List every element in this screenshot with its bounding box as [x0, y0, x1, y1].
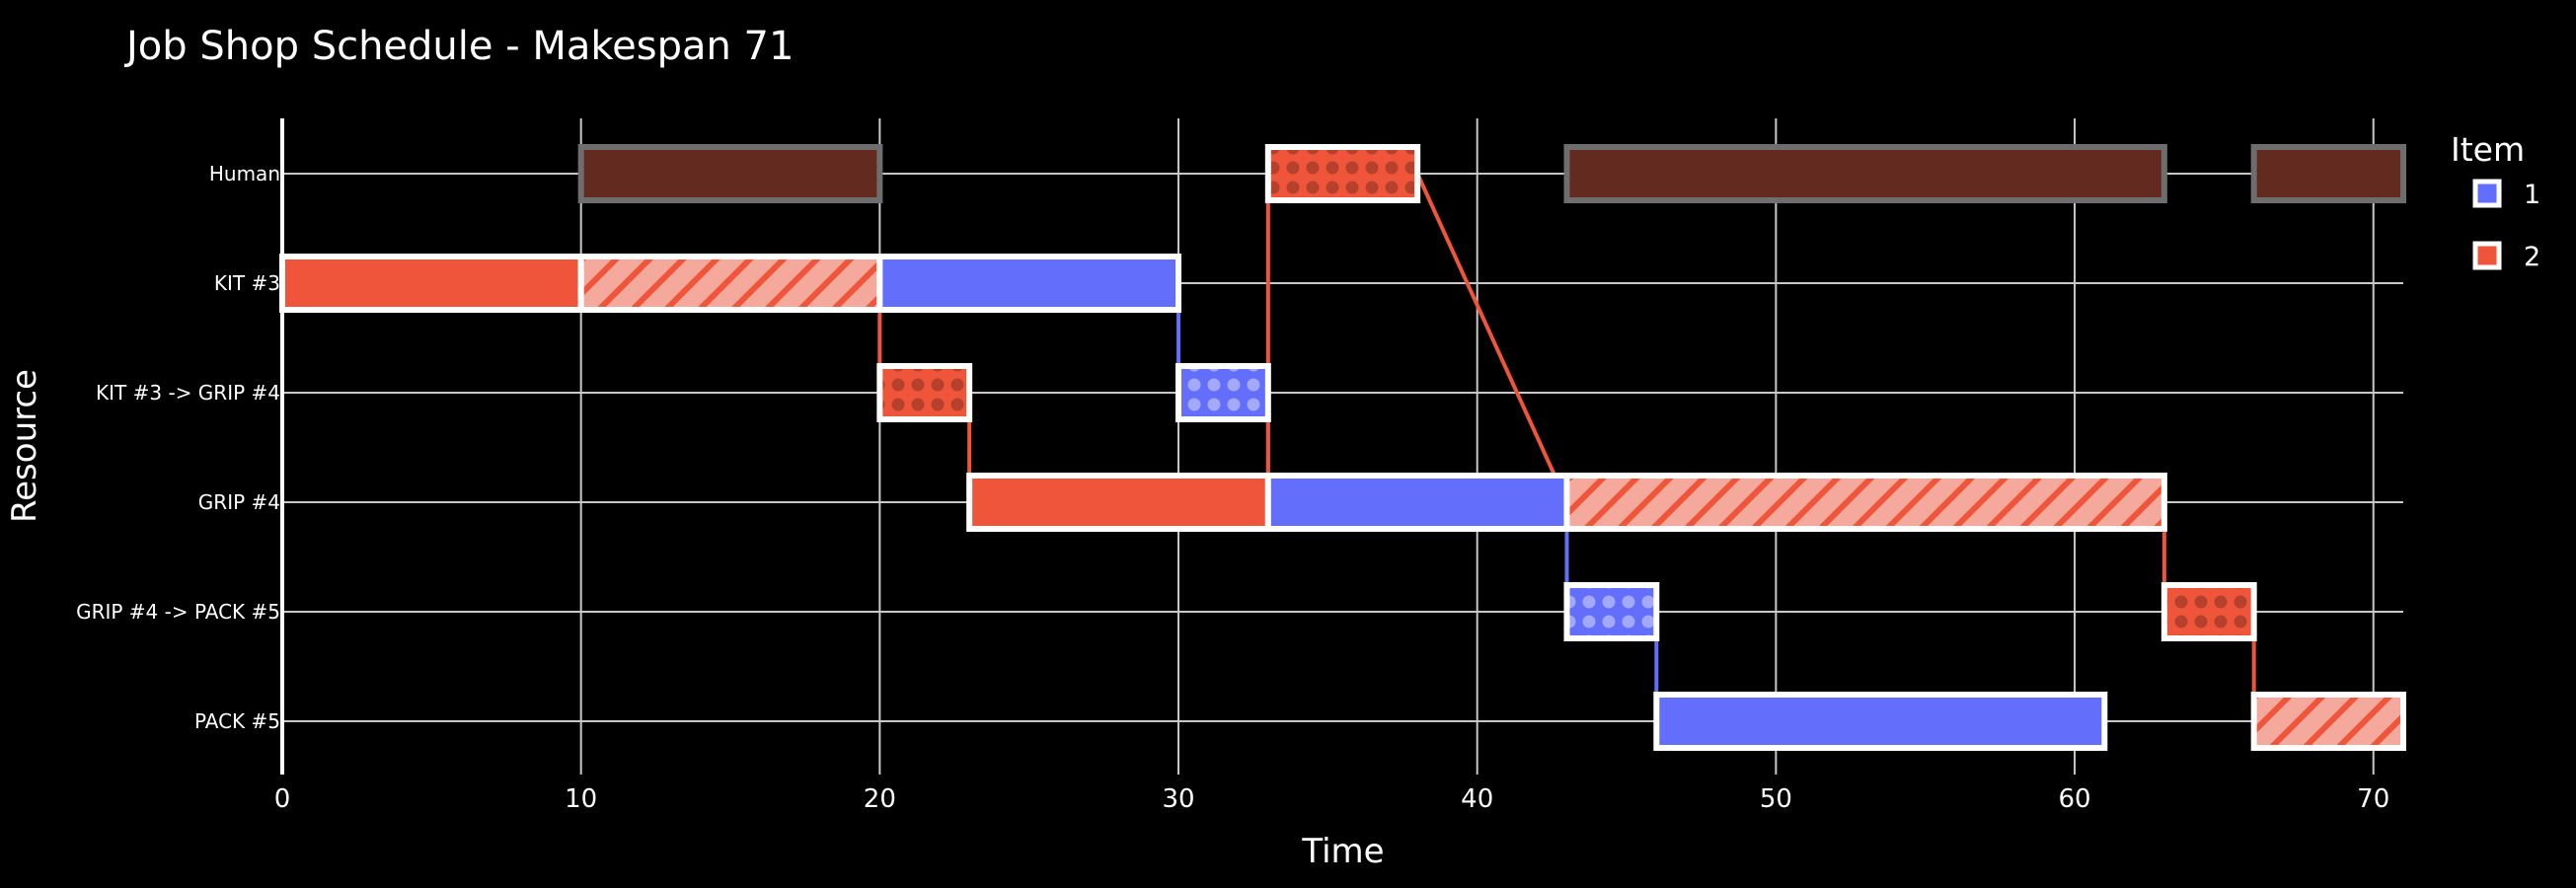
task-bar-item-1-process: [876, 254, 1182, 313]
x-tick-label: 70: [2357, 784, 2389, 814]
task-bar-item-1-transport: [1563, 582, 1660, 641]
x-tick-label: 0: [274, 784, 291, 814]
task-bar-item-2-human-wait: [2250, 144, 2406, 203]
resource-label: Human: [209, 162, 280, 185]
x-axis-title: Time: [1301, 832, 1384, 871]
resource-label: PACK #5: [194, 709, 280, 733]
chart-title: Job Shop Schedule - Makespan 71: [123, 24, 794, 69]
y-axis-title: Resource: [5, 369, 44, 523]
task-bar-item-2-wait: [2250, 692, 2406, 751]
task-bar-item-1-transport: [1175, 363, 1271, 422]
task-bar-item-2-transport: [1264, 144, 1421, 203]
resource-label: KIT #3: [214, 271, 280, 295]
resource-label: KIT #3 -> GRIP #4: [96, 381, 280, 405]
legend-swatch-item-1: [2472, 179, 2502, 208]
legend-swatch-item-2: [2472, 241, 2502, 270]
legend-label: 2: [2524, 242, 2540, 272]
x-tick-label: 20: [864, 784, 896, 814]
x-tick-label: 50: [1760, 784, 1792, 814]
x-tick-label: 60: [2059, 784, 2091, 814]
task-bar-item-1-process: [1264, 473, 1570, 532]
x-tick-label: 40: [1461, 784, 1493, 814]
task-bar-item-2-process: [279, 254, 584, 313]
flow-line-item-2: [1415, 173, 1569, 503]
resource-labels: Human KIT #3 KIT #3 -> GRIP #4 GRIP #4 GRIP …: [76, 162, 280, 733]
x-tick-label: 10: [565, 784, 597, 814]
task-bar-item-2-human-wait: [577, 144, 883, 203]
legend-label: 1: [2524, 180, 2540, 210]
x-tick-label: 30: [1162, 784, 1194, 814]
task-bar-item-2-process: [966, 473, 1271, 532]
task-bar-item-2-transport: [2160, 582, 2257, 641]
task-bar-item-1-process: [1653, 692, 2108, 751]
grid: [281, 118, 2403, 775]
x-tick-labels: 0 10 20 30 40 50 60 70: [274, 784, 2390, 814]
resource-label: GRIP #4: [198, 490, 280, 514]
task-bar-item-2-wait: [577, 254, 883, 313]
resource-label: GRIP #4 -> PACK #5: [76, 600, 280, 624]
task-bar-item-2-wait: [1563, 473, 2167, 532]
bars: [279, 144, 2406, 751]
legend: Item 1 2: [2451, 130, 2540, 272]
task-bar-item-2-human-wait: [1563, 144, 2167, 203]
legend-title: Item: [2451, 130, 2525, 169]
task-bar-item-2-transport: [876, 363, 973, 422]
